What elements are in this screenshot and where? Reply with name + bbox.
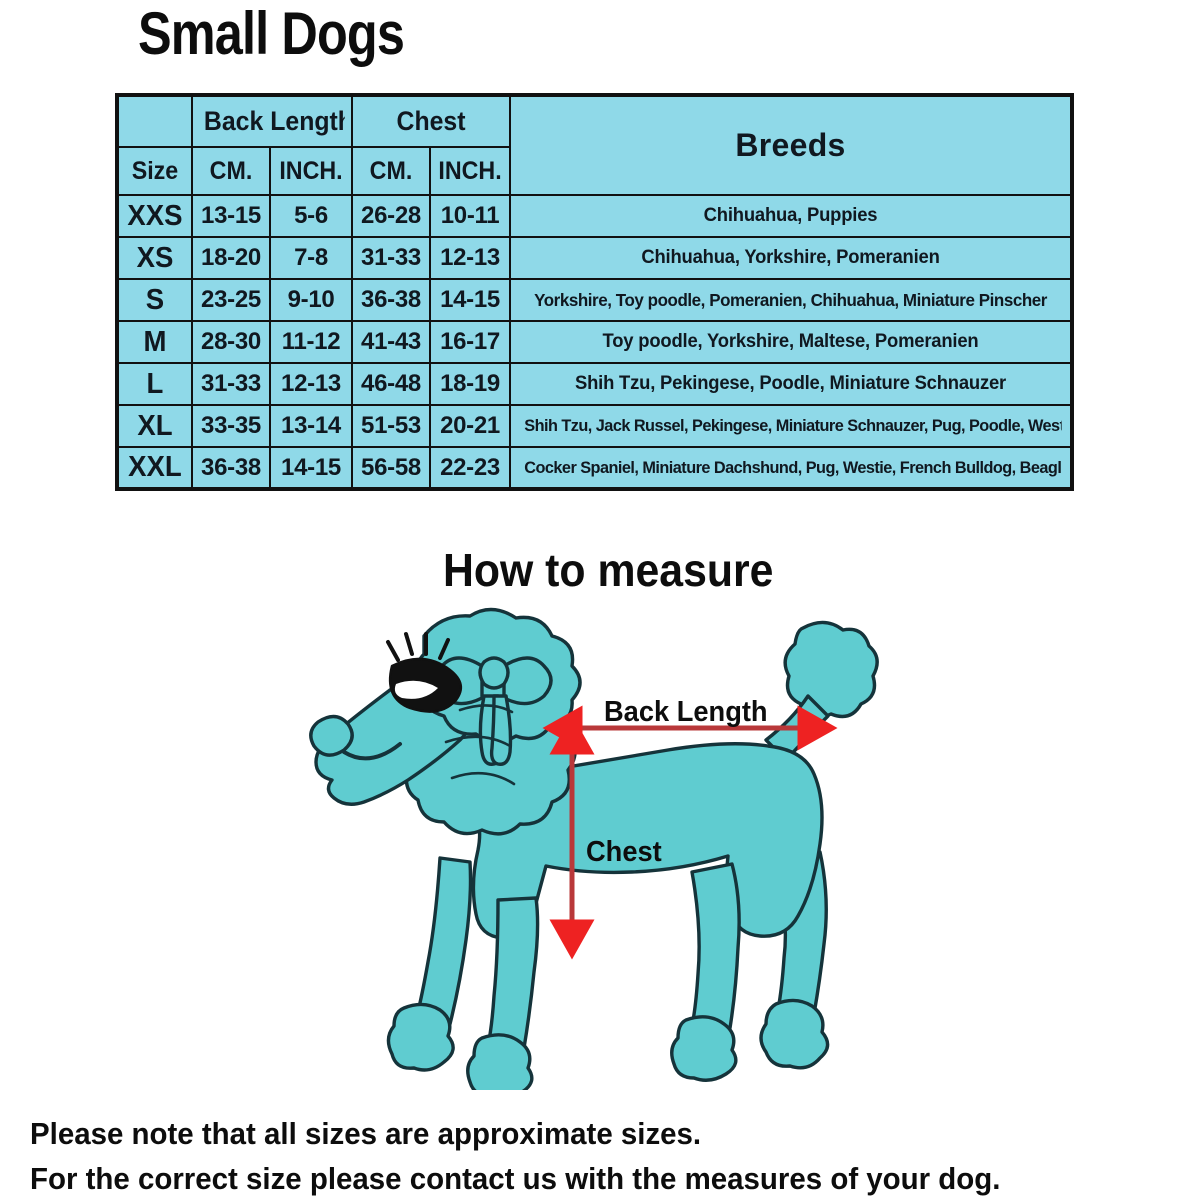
cell-breeds: Chihuahua, Yorkshire, Pomeranien [517, 236, 1065, 280]
bow-center-knot [478, 656, 510, 690]
cell-chest-cm: 46-48 [351, 362, 431, 406]
poodle-tail-pom [783, 620, 879, 719]
subheader-chest-cm: CM. [353, 146, 429, 196]
cell-back-length-inch: 11-12 [269, 320, 353, 364]
cell-chest-inch: 18-19 [428, 362, 512, 406]
size-table-container: Back Length Chest Breeds Size CM. INCH. … [115, 93, 1075, 491]
header-blank-corner [116, 94, 193, 148]
cell-chest-inch: 22-23 [428, 446, 512, 490]
footer-note: Please note that all sizes are approxima… [30, 1112, 1195, 1200]
poodle-hind-foot-far [759, 998, 830, 1070]
table-row: M 28-30 11-12 41-43 16-17 Toy poodle, Yorkshi… [117, 320, 1072, 364]
poodle-nose [309, 714, 354, 757]
cell-chest-inch: 20-21 [428, 404, 512, 448]
poodle-hind-leg-near [690, 862, 741, 1030]
size-table-body: XXS 13-15 5-6 26-28 10-11 Chihuahua, Puppies X… [117, 194, 1072, 490]
subheader-back-length-inch: INCH. [271, 146, 351, 196]
table-row: XS 18-20 7-8 31-33 12-13 Chihuahua, Yorkshire… [117, 236, 1072, 280]
cell-back-length-cm: 13-15 [191, 194, 271, 238]
cell-back-length-cm: 18-20 [191, 236, 271, 280]
table-row: S 23-25 9-10 36-38 14-15 Yorkshire, Toy poodl… [117, 278, 1072, 322]
size-table: Back Length Chest Breeds Size CM. INCH. … [115, 93, 1075, 491]
cell-chest-cm: 31-33 [351, 236, 431, 280]
cell-back-length-inch: 7-8 [269, 236, 353, 280]
cell-back-length-cm: 36-38 [191, 446, 271, 490]
cell-back-length-cm: 28-30 [191, 320, 271, 364]
note-line-1: Please note that all sizes are approxima… [30, 1116, 702, 1151]
cell-chest-inch: 16-17 [428, 320, 512, 364]
cell-breeds: Shih Tzu, Jack Russel, Pekingese, Miniat… [517, 404, 1065, 448]
poodle-mouth [342, 742, 402, 761]
cell-back-length-inch: 14-15 [269, 446, 353, 490]
poodle-illustration [309, 607, 879, 1090]
header-breeds: Breeds [509, 94, 1074, 196]
cell-breeds: Chihuahua, Puppies [517, 194, 1065, 238]
page-title: Small Dogs [138, 0, 405, 67]
cell-chest-cm: 56-58 [351, 446, 431, 490]
subheader-back-length-cm: CM. [193, 146, 269, 196]
cell-chest-cm: 36-38 [351, 278, 431, 322]
chest-label: Chest [586, 836, 662, 868]
cell-size: M [117, 320, 192, 364]
table-row: XXL 36-38 14-15 56-58 22-23 Cocker Spaniel, M… [117, 446, 1072, 490]
cell-back-length-cm: 33-35 [191, 404, 271, 448]
table-sub-header-row: Size CM. INCH. CM. INCH. [117, 146, 1072, 196]
cell-chest-inch: 14-15 [428, 278, 512, 322]
cell-size: XL [117, 404, 192, 448]
table-row: L 31-33 12-13 46-48 18-19 Shih Tzu, Pekingese… [117, 362, 1072, 406]
cell-back-length-inch: 5-6 [269, 194, 353, 238]
table-row: XL 33-35 13-14 51-53 20-21 Shih Tzu, Jack Rus… [117, 404, 1072, 448]
cell-chest-cm: 41-43 [351, 320, 431, 364]
poodle-eye [386, 632, 463, 713]
cell-breeds: Toy poodle, Yorkshire, Maltese, Pomerani… [517, 320, 1065, 364]
cell-size: XXL [117, 446, 192, 490]
header-back-length: Back Length [197, 94, 347, 148]
note-line-2: For the correct size please contact us w… [30, 1160, 1001, 1196]
bow-loop-right [502, 656, 553, 706]
cell-chest-inch: 10-11 [428, 194, 512, 238]
poodle-bow [433, 656, 553, 766]
cell-size: XS [117, 236, 192, 280]
header-chest: Chest [357, 94, 505, 148]
cell-size: S [117, 278, 192, 322]
poodle-front-foot-near [466, 1033, 534, 1090]
cell-size: L [117, 362, 192, 406]
poodle-front-leg-far [414, 856, 473, 1026]
back-length-label: Back Length [604, 696, 768, 728]
poodle-front-foot-far [386, 1002, 455, 1072]
cell-back-length-inch: 9-10 [269, 278, 353, 322]
cell-breeds: Cocker Spaniel, Miniature Dachshund, Pug… [517, 446, 1065, 490]
poodle-measurement-diagram [300, 600, 900, 1090]
bow-ribbon-right [489, 694, 513, 766]
cell-back-length-cm: 23-25 [191, 278, 271, 322]
cell-breeds: Yorkshire, Toy poodle, Pomeranien, Chihu… [517, 278, 1065, 322]
how-to-measure-title: How to measure [443, 544, 774, 596]
poodle-fur-lines [444, 704, 516, 786]
table-row: XXS 13-15 5-6 26-28 10-11 Chihuahua, Puppies [117, 194, 1072, 238]
cell-chest-inch: 12-13 [428, 236, 512, 280]
cell-back-length-inch: 13-14 [269, 404, 353, 448]
subheader-chest-inch: INCH. [431, 146, 509, 196]
cell-back-length-inch: 12-13 [269, 362, 353, 406]
cell-size: XXS [117, 194, 192, 238]
cell-chest-cm: 51-53 [351, 404, 431, 448]
cell-breeds: Shih Tzu, Pekingese, Poodle, Miniature S… [517, 362, 1065, 406]
table-group-header-row: Back Length Chest Breeds [116, 94, 1074, 196]
poodle-hind-foot-near [670, 1015, 738, 1082]
cell-back-length-cm: 31-33 [191, 362, 271, 406]
subheader-size: Size [118, 146, 191, 196]
cell-chest-cm: 26-28 [351, 194, 431, 238]
